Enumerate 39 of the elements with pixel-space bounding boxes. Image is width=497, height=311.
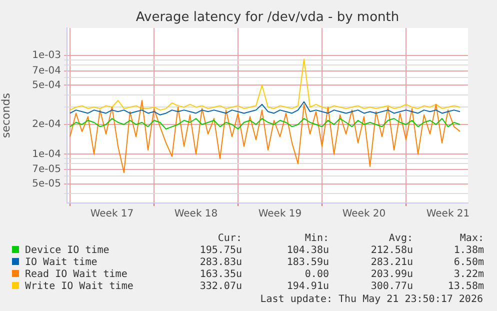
- text: Last update: Thu May 21 23:50:17 2026: [260, 294, 483, 305]
- text: 6.50m: [452, 257, 484, 268]
- text: 1.38m: [452, 245, 484, 256]
- y-tick-label: 5e-05: [32, 178, 61, 190]
- y-axis-title: seconds: [0, 92, 12, 138]
- text: 203.99u: [370, 269, 413, 280]
- text: 194.91u: [286, 281, 329, 292]
- y-tick-label: 7e-05: [32, 164, 61, 176]
- chart-title: Average latency for /dev/vda - by month: [134, 10, 400, 25]
- text: 212.58u: [370, 245, 413, 256]
- x-tick-label: Week 17: [90, 208, 134, 220]
- text: 3.22m: [452, 269, 484, 280]
- text: 332.07u: [198, 281, 242, 292]
- y-tick-label: 1e-03: [32, 50, 61, 62]
- text: 183.59u: [286, 257, 329, 268]
- text: 0.00: [304, 269, 329, 280]
- legend-label: IO Wait time: [24, 257, 98, 268]
- text: 104.38u: [286, 245, 329, 256]
- legend-label: Write IO Wait time: [24, 281, 134, 292]
- text: 195.75u: [198, 245, 242, 256]
- x-tick-label: Week 20: [342, 208, 386, 220]
- y-tick-label: 5e-04: [32, 80, 61, 91]
- text: Avg:: [388, 233, 413, 244]
- text: 13.58m: [446, 281, 484, 292]
- x-tick-label: Week 21: [426, 208, 470, 220]
- y-tick-label: 7e-04: [32, 65, 61, 76]
- y-tick-label: 2e-04: [32, 119, 61, 130]
- x-tick-label: Week 19: [258, 208, 302, 220]
- text: 300.77u: [370, 281, 413, 292]
- legend-label: Read IO Wait time: [24, 269, 128, 280]
- text: Cur:: [216, 233, 242, 244]
- legend-label: Device IO time: [24, 245, 110, 256]
- text: 283.21u: [370, 257, 413, 268]
- text: Max:: [458, 233, 484, 244]
- text: 163.35u: [198, 269, 242, 280]
- y-tick-label: 1e-04: [32, 148, 61, 160]
- text: 283.83u: [198, 257, 242, 268]
- x-tick-label: Week 18: [174, 208, 218, 220]
- text: Min:: [304, 233, 329, 244]
